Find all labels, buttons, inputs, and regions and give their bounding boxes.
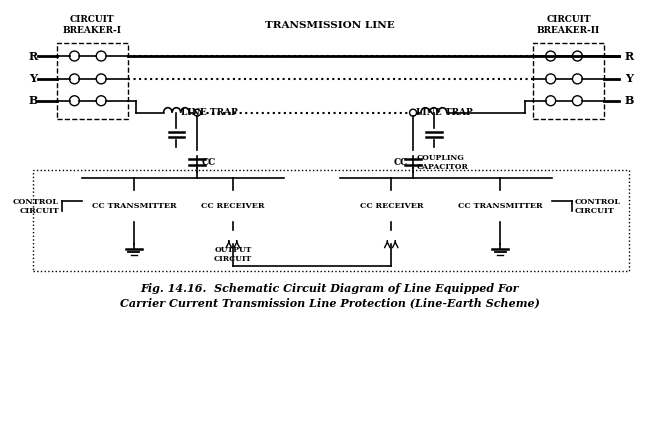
Text: LINE TRAP: LINE TRAP xyxy=(416,108,473,117)
Text: Carrier Current Transmission Line Protection (Line-Earth Scheme): Carrier Current Transmission Line Protec… xyxy=(120,297,540,308)
Text: BREAKER-I: BREAKER-I xyxy=(63,26,122,35)
Text: CC: CC xyxy=(201,158,215,167)
Bar xyxy=(57,43,128,118)
Text: CC: CC xyxy=(394,158,407,167)
Text: CC TRANSMITTER: CC TRANSMITTER xyxy=(91,202,176,210)
Bar xyxy=(339,190,443,222)
Text: CIRCUIT: CIRCUIT xyxy=(546,15,591,24)
Text: TRANSMISSION LINE: TRANSMISSION LINE xyxy=(265,21,395,30)
Text: CC RECEIVER: CC RECEIVER xyxy=(201,202,265,210)
Bar xyxy=(181,190,285,222)
Text: Y: Y xyxy=(625,73,633,84)
Text: CC TRANSMITTER: CC TRANSMITTER xyxy=(458,202,543,210)
Text: Fig. 14.16.  Schematic Circuit Diagram of Line Equipped For: Fig. 14.16. Schematic Circuit Diagram of… xyxy=(141,282,519,294)
Bar xyxy=(82,190,186,222)
Bar xyxy=(533,43,604,118)
Text: B: B xyxy=(624,95,633,106)
Bar xyxy=(33,170,629,271)
Text: R: R xyxy=(624,51,633,61)
Text: COUPLING
CAPACITOR: COUPLING CAPACITOR xyxy=(417,154,469,171)
Text: LINE TRAP: LINE TRAP xyxy=(181,108,238,117)
Text: CC RECEIVER: CC RECEIVER xyxy=(359,202,423,210)
Text: BREAKER-II: BREAKER-II xyxy=(537,26,600,35)
Text: CONTROL
CIRCUIT: CONTROL CIRCUIT xyxy=(13,198,59,215)
Bar xyxy=(448,190,552,222)
Text: Y: Y xyxy=(29,73,37,84)
Text: B: B xyxy=(28,95,37,106)
Text: OUTPUT
CIRCUIT: OUTPUT CIRCUIT xyxy=(214,246,252,263)
Text: R: R xyxy=(28,51,37,61)
Text: CIRCUIT: CIRCUIT xyxy=(70,15,114,24)
Text: CONTROL
CIRCUIT: CONTROL CIRCUIT xyxy=(575,198,621,215)
